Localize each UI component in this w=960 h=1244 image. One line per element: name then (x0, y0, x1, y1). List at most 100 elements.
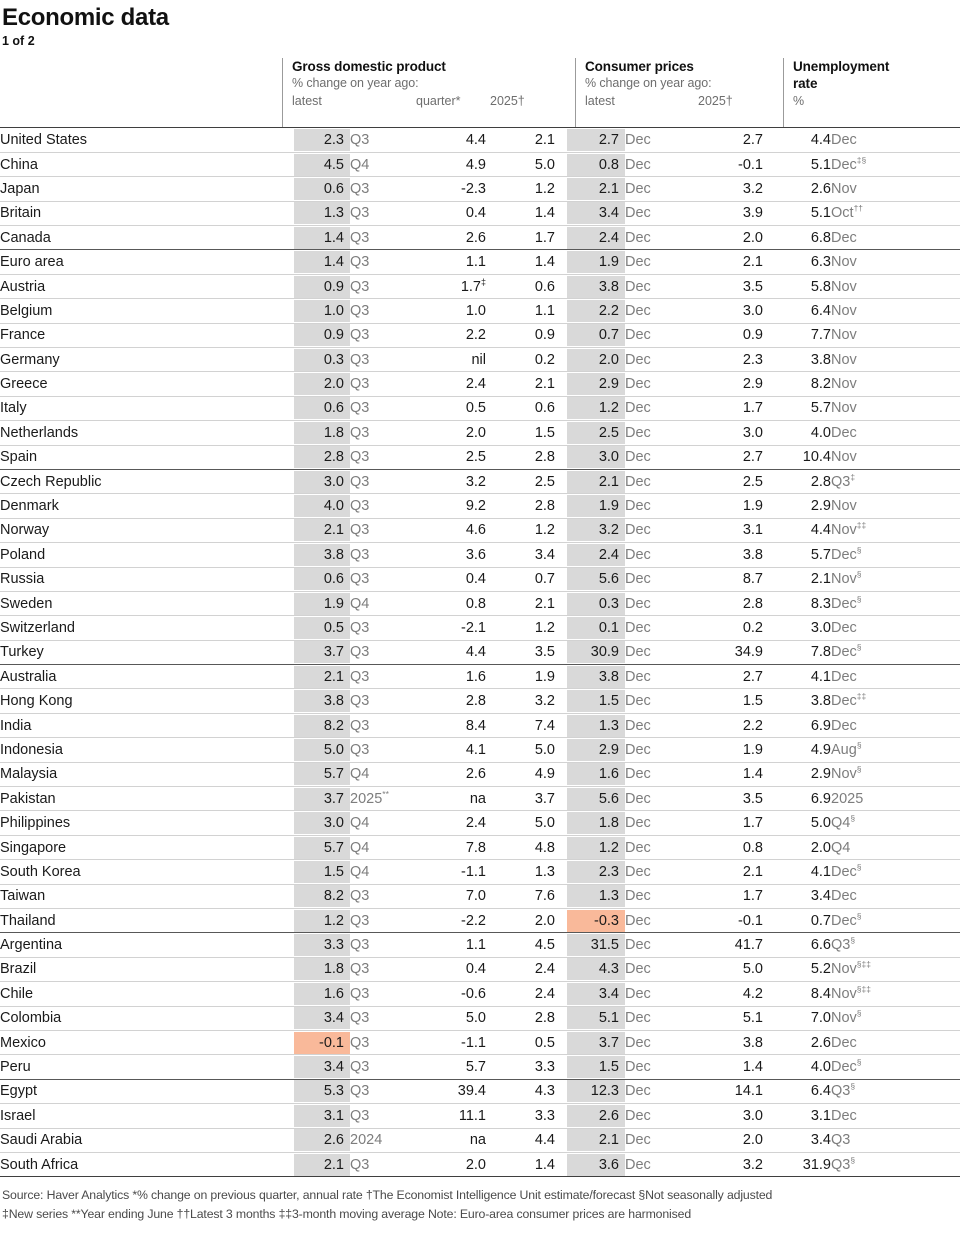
cell-cpi-latest: 2.1 (555, 469, 625, 495)
gdp-latest-chip: 5.7 (294, 763, 350, 786)
column-headers-unemployment: % (793, 92, 953, 112)
cell-cpi-latest: 1.9 (555, 249, 625, 275)
cell-country: Argentina (0, 932, 282, 958)
cell-gdp-latest: 3.7 (282, 786, 350, 812)
cell-cpi-forecast: 2.7 (680, 445, 763, 470)
cell-cpi-latest: 2.2 (555, 298, 625, 324)
cell-cpi-forecast: 2.0 (680, 1128, 763, 1153)
cell-country: Philippines (0, 810, 282, 836)
cell-cpi-forecast: 1.7 (680, 884, 763, 910)
cell-unemployment-period: Nov§‡‡ (831, 981, 960, 1007)
cell-unemployment-period: Aug§ (831, 737, 960, 763)
table-row: Sweden 1.9 Q4 0.8 2.1 0.3 Dec 2.8 8.3 Dec§ (0, 591, 960, 617)
table-row: Brazil 1.8 Q3 0.4 2.4 4.3 Dec 5.0 5.2 Nov§‡‡ (0, 957, 960, 983)
table-row: Colombia 3.4 Q3 5.0 2.8 5.1 Dec 5.1 7.0 Nov§ (0, 1006, 960, 1031)
gdp-latest-chip: 3.7 (294, 787, 350, 810)
economic-data-table: United States 2.3 Q3 4.4 2.1 2.7 Dec 2.7 4.4 Dec C… (0, 128, 960, 1178)
cell-unemployment-period: Nov (831, 323, 960, 349)
cell-cpi-latest: 2.9 (555, 737, 625, 763)
cell-country: Malaysia (0, 762, 282, 788)
cell-cpi-period: Dec (625, 567, 680, 592)
gdp-latest-chip: 5.0 (294, 738, 350, 761)
cpi-latest-chip: 1.9 (567, 251, 625, 274)
cpi-latest-chip: 12.3 (567, 1080, 625, 1103)
table-header-band: Gross domestic product % change on year … (0, 58, 960, 128)
cell-country: Canada (0, 225, 282, 251)
gdp-latest-chip: 0.3 (294, 348, 350, 371)
cell-unemployment-period: Dec§ (831, 859, 960, 885)
cell-cpi-period: Dec (625, 957, 680, 983)
cell-gdp-quarter: 4.4 (408, 128, 486, 153)
cpi-latest-chip: 0.3 (567, 592, 625, 615)
cell-cpi-forecast: 3.1 (680, 518, 763, 544)
cell-cpi-forecast: 3.0 (680, 298, 763, 324)
cell-cpi-forecast: 2.9 (680, 371, 763, 397)
cell-country: Chile (0, 981, 282, 1007)
cpi-latest-chip: 3.8 (567, 275, 625, 298)
cell-gdp-quarter: 4.4 (408, 640, 486, 666)
cell-gdp-quarter: -0.6 (408, 981, 486, 1007)
cell-unemployment-period: Q3‡ (831, 469, 960, 495)
cell-gdp-latest: 1.4 (282, 249, 350, 275)
cell-cpi-forecast: 2.3 (680, 347, 763, 373)
cell-unemployment-rate: 4.1 (763, 664, 831, 690)
group-title-gdp: Gross domestic product (292, 59, 446, 74)
gdp-latest-chip: 3.0 (294, 470, 350, 493)
cell-cpi-forecast: 2.1 (680, 859, 763, 885)
gdp-latest-chip: 0.6 (294, 397, 350, 420)
cpi-latest-chip: 2.3 (567, 860, 625, 883)
cell-gdp-quarter: 2.0 (408, 1152, 486, 1178)
gdp-latest-chip: 1.6 (294, 982, 350, 1005)
cell-cpi-latest: 3.4 (555, 201, 625, 227)
cell-gdp-latest: 3.4 (282, 1006, 350, 1031)
table-row: United States 2.3 Q3 4.4 2.1 2.7 Dec 2.7 4.4 Dec (0, 128, 960, 153)
col-header-cpi-forecast: 2025† (698, 94, 733, 108)
column-headers-gdp: latest quarter* 2025† (292, 92, 572, 112)
cell-gdp-forecast: 4.9 (486, 762, 555, 788)
cell-unemployment-period: Nov (831, 371, 960, 397)
table-row: Japan 0.6 Q3 -2.3 1.2 2.1 Dec 3.2 2.6 Nov (0, 176, 960, 202)
cell-country: Norway (0, 518, 282, 544)
cpi-latest-chip: 5.6 (567, 568, 625, 591)
cell-cpi-latest: 2.1 (555, 1128, 625, 1153)
cell-gdp-forecast: 4.4 (486, 1128, 555, 1153)
cell-cpi-forecast: 34.9 (680, 640, 763, 666)
cell-gdp-latest: 3.0 (282, 810, 350, 836)
gdp-latest-chip: 2.3 (294, 128, 350, 151)
cell-gdp-period: Q3 (350, 884, 408, 910)
cell-cpi-period: Dec (625, 152, 680, 178)
cell-gdp-forecast: 2.0 (486, 908, 555, 934)
cell-unemployment-period: Oct†† (831, 201, 960, 227)
cell-cpi-period: Dec (625, 713, 680, 739)
cell-unemployment-period: Nov‡‡ (831, 518, 960, 544)
cell-country: South Africa (0, 1152, 282, 1178)
cell-unemployment-rate: 2.6 (763, 176, 831, 202)
group-title-cpi: Consumer prices (585, 59, 694, 74)
cell-unemployment-period: Dec§ (831, 640, 960, 666)
gdp-latest-chip: 2.1 (294, 665, 350, 688)
cpi-latest-chip: 3.8 (567, 665, 625, 688)
cell-gdp-latest: 0.6 (282, 176, 350, 202)
cpi-latest-chip: 1.3 (567, 885, 625, 908)
col-header-gdp-latest: latest (292, 94, 322, 108)
cell-unemployment-rate: 6.9 (763, 713, 831, 739)
table-row: Greece 2.0 Q3 2.4 2.1 2.9 Dec 2.9 8.2 Nov (0, 371, 960, 397)
cell-cpi-latest: 5.6 (555, 786, 625, 812)
table-body: United States 2.3 Q3 4.4 2.1 2.7 Dec 2.7 4.4 Dec C… (0, 128, 960, 1178)
cpi-latest-chip: 1.5 (567, 690, 625, 713)
cell-gdp-forecast: 0.7 (486, 567, 555, 592)
cell-unemployment-period: Nov§ (831, 1006, 960, 1031)
cell-country: Germany (0, 347, 282, 373)
cell-gdp-forecast: 4.5 (486, 932, 555, 958)
gdp-latest-chip: 1.4 (294, 251, 350, 274)
cell-cpi-latest: 1.3 (555, 713, 625, 739)
cell-country: Britain (0, 201, 282, 227)
cpi-latest-chip: 31.5 (567, 934, 625, 957)
cell-unemployment-rate: 8.3 (763, 591, 831, 617)
cell-unemployment-period: Nov§‡‡ (831, 957, 960, 983)
cell-cpi-latest: 1.5 (555, 688, 625, 714)
cpi-latest-chip: 0.7 (567, 324, 625, 347)
cell-cpi-period: Dec (625, 737, 680, 763)
cell-country: Hong Kong (0, 688, 282, 714)
cell-gdp-latest: 0.3 (282, 347, 350, 373)
